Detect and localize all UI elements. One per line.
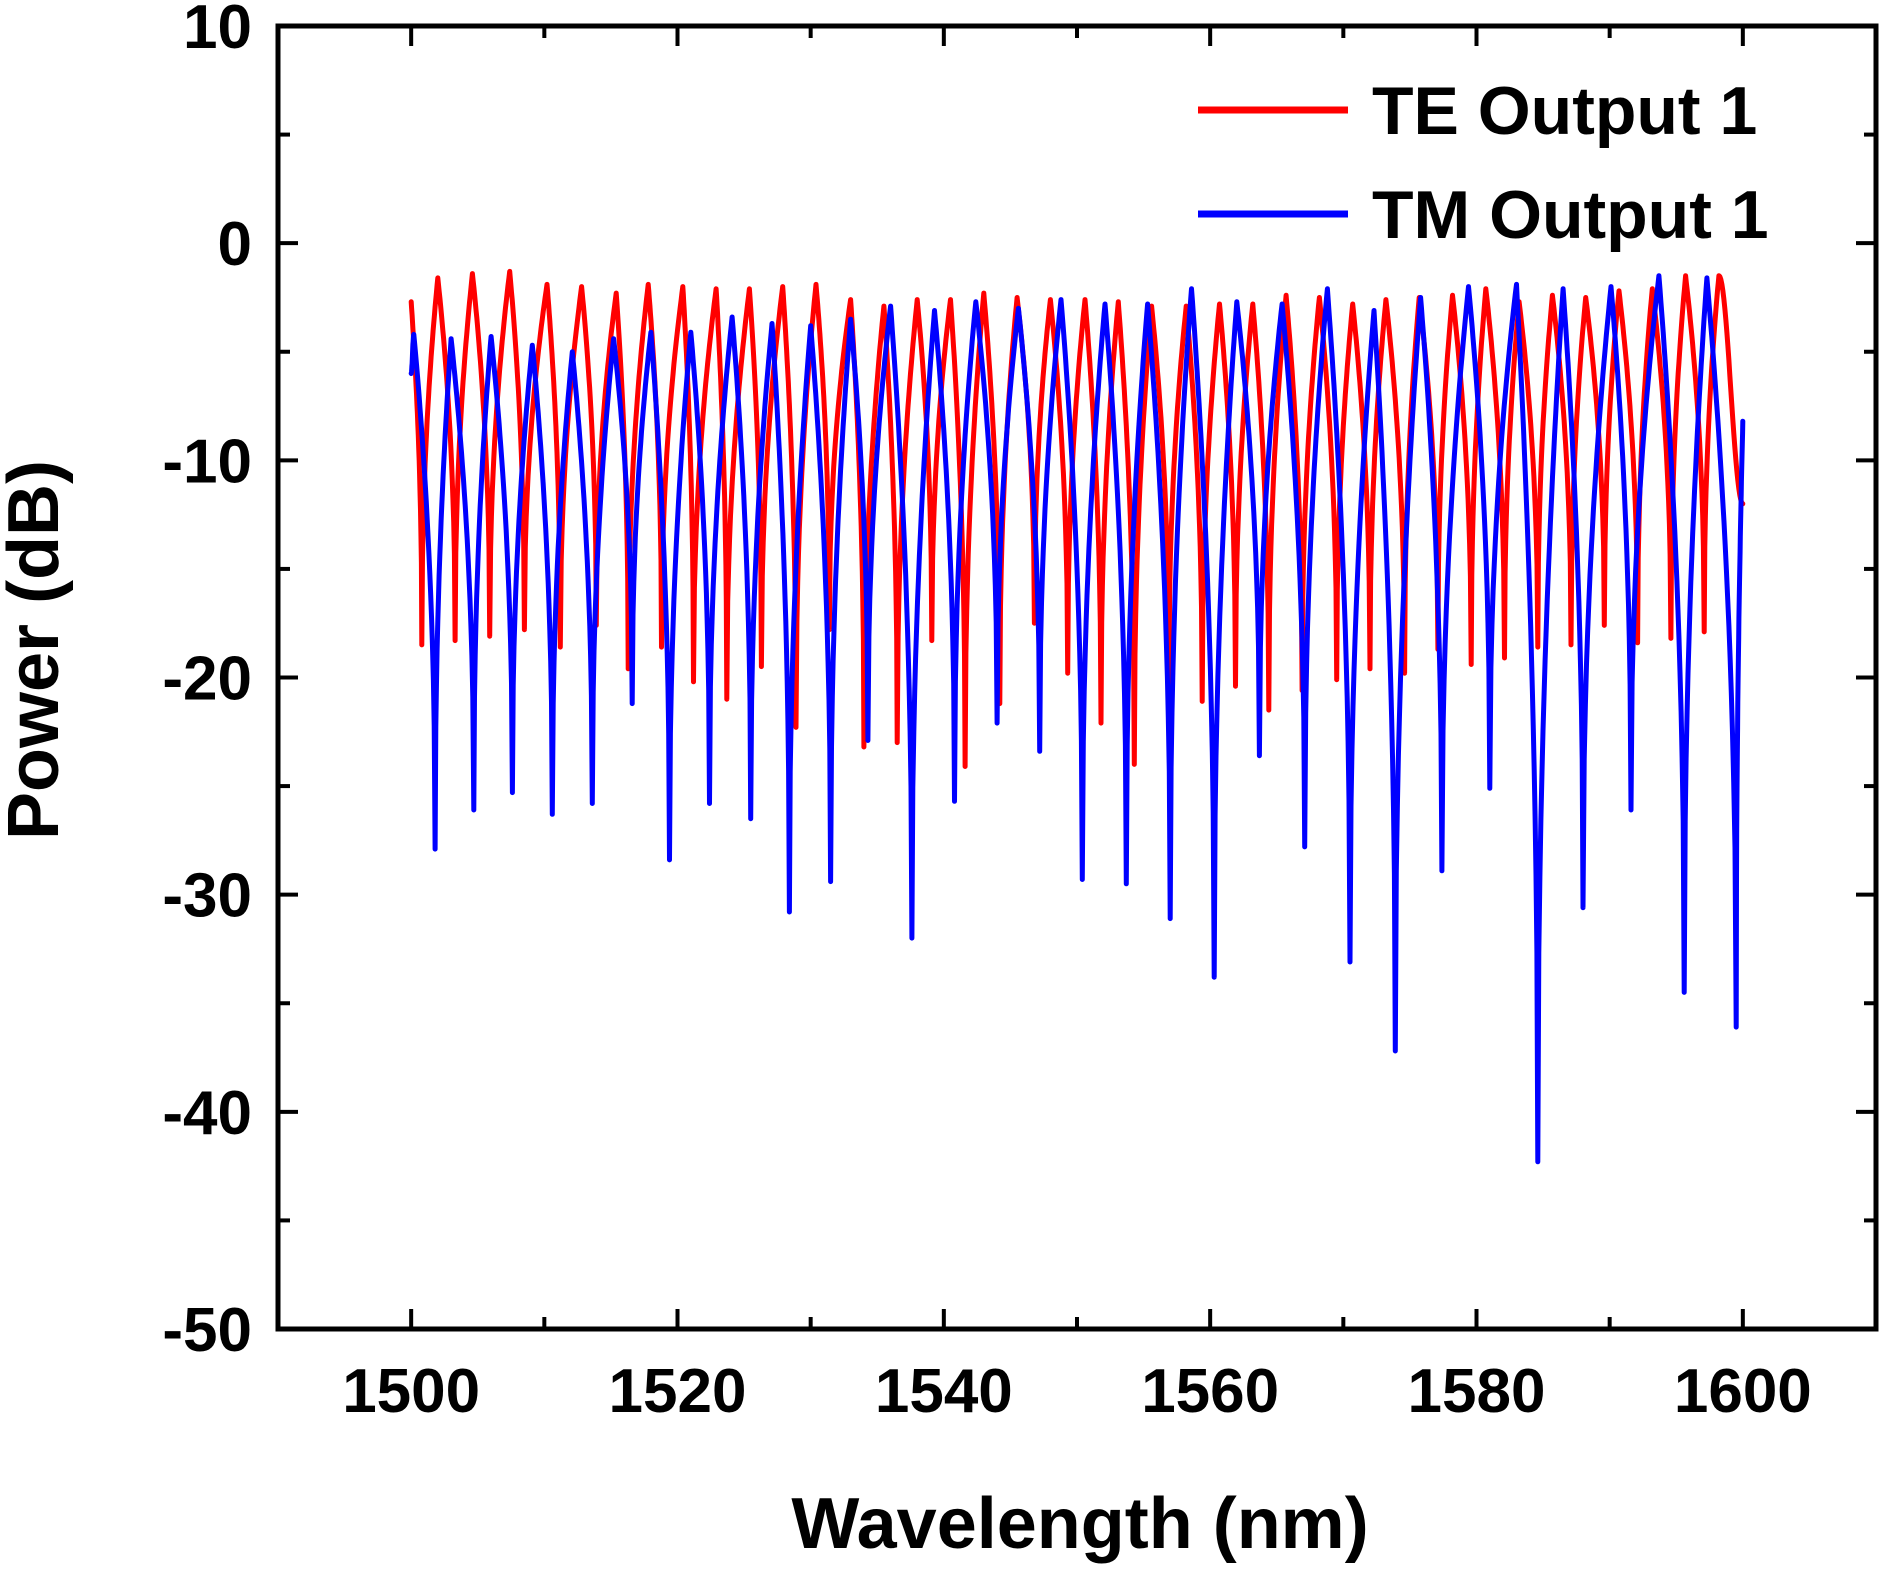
y-tick-label: -10 [162,427,252,496]
x-tick-label: 1600 [1674,1357,1812,1426]
y-tick-label: 10 [183,0,252,62]
y-axis-title: Power (dB) [0,460,74,840]
x-tick-label: 1560 [1141,1357,1279,1426]
x-tick-label: 1520 [609,1357,747,1426]
y-tick-label: -20 [162,645,252,714]
axes: 1500 1520 1540 1560 1580 1600 -50 -40 -30 -20 -10 0… [162,0,1879,1426]
legend-label: TE Output 1 [1372,73,1757,149]
legend-label: TM Output 1 [1372,177,1769,253]
x-axis-title: Wavelength (nm) [791,1484,1368,1564]
y-tick-label: 0 [218,210,252,279]
x-tick-label: 1540 [875,1357,1013,1426]
y-tick-label: -40 [162,1079,252,1148]
plot-lines [408,268,1746,1165]
legend: TE Output 1 TM Output 1 [1198,73,1769,253]
y-tick-label: -50 [162,1296,252,1365]
x-tick-label: 1500 [342,1357,480,1426]
series-line-tm-output-1 [408,273,1746,1165]
y-tick-label: -30 [162,862,252,931]
x-tick-label: 1580 [1408,1357,1546,1426]
